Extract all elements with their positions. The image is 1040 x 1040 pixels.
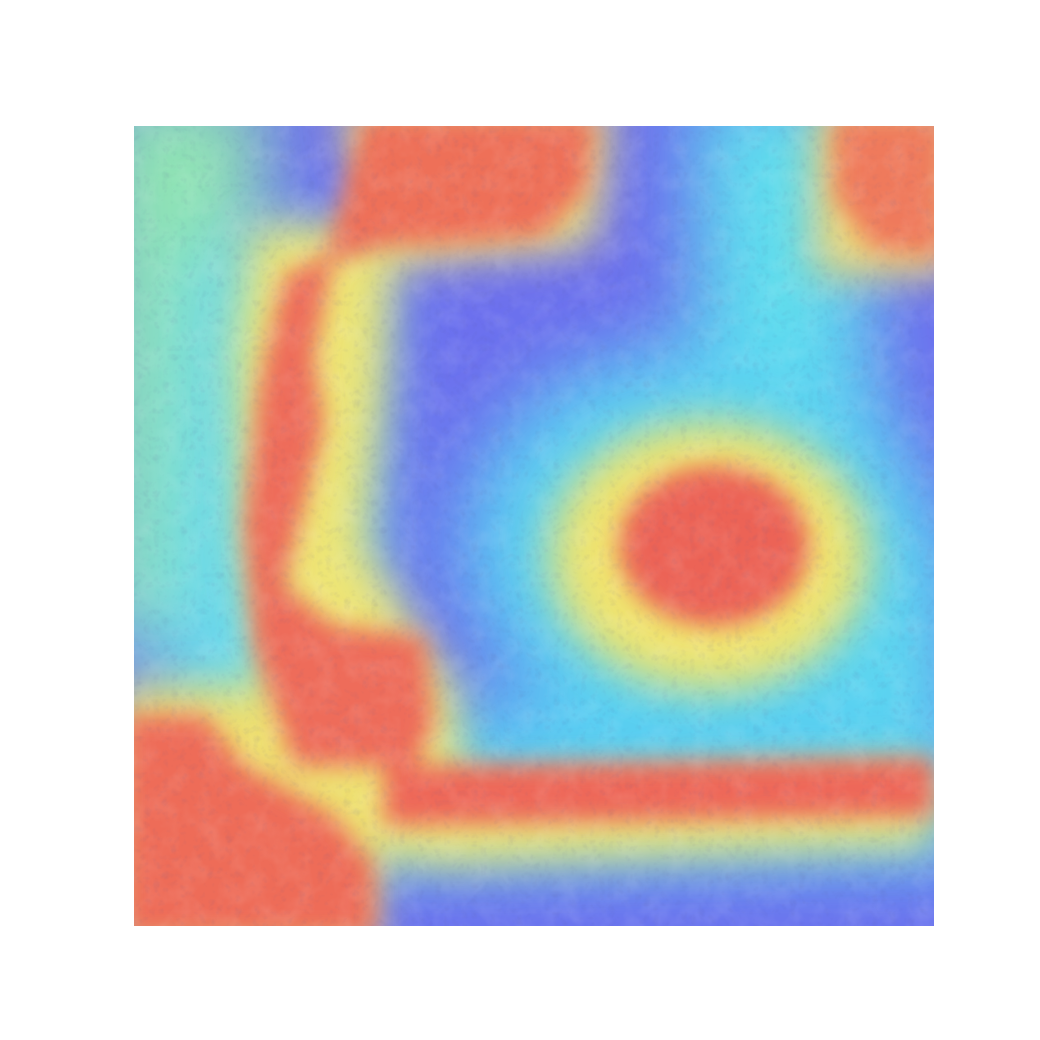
heatmap-overlay [134,126,934,926]
tissue-grain [134,126,934,926]
heatmap-image [134,126,934,926]
